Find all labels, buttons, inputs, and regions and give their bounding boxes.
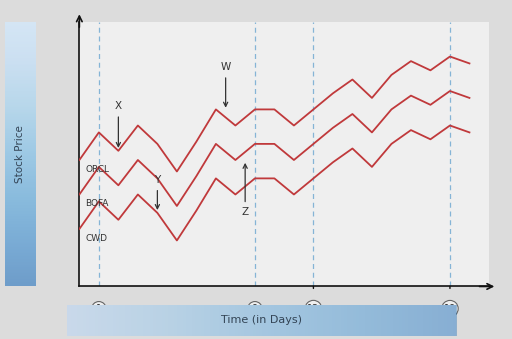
Text: BOFA: BOFA	[85, 199, 109, 208]
Text: Time (in Days): Time (in Days)	[221, 315, 302, 325]
Text: 19: 19	[444, 304, 456, 314]
Text: 9: 9	[252, 304, 258, 314]
Text: CWD: CWD	[85, 234, 107, 243]
Text: Z: Z	[242, 164, 249, 217]
Text: X: X	[115, 101, 122, 147]
Text: Stock Price: Stock Price	[15, 125, 26, 183]
Text: ORCL: ORCL	[85, 165, 109, 174]
Text: Y: Y	[154, 175, 160, 209]
Text: 1: 1	[96, 304, 102, 314]
Text: 12: 12	[307, 304, 319, 314]
Text: W: W	[221, 62, 231, 106]
